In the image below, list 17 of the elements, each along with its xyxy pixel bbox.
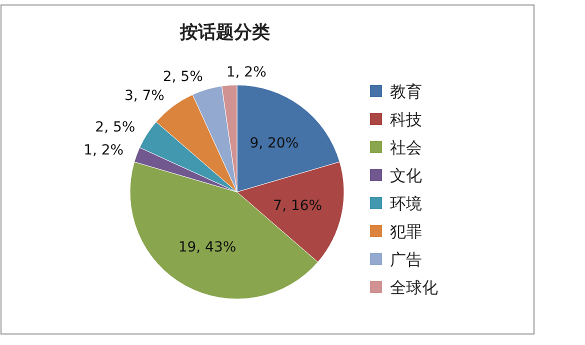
legend-label: 广告 — [390, 250, 422, 269]
legend-label: 文化 — [390, 166, 422, 185]
legend-label: 全球化 — [390, 278, 438, 297]
data-label: 9, 20% — [250, 135, 299, 152]
data-label: 7, 16% — [273, 198, 322, 214]
legend-label: 犯罪 — [390, 222, 422, 241]
legend-label: 环境 — [390, 194, 422, 213]
data-label: 2, 5% — [162, 68, 203, 85]
legend-label: 科技 — [390, 110, 422, 129]
data-label: 3, 7% — [124, 88, 164, 104]
legend-label: 社会 — [390, 138, 422, 157]
data-label: 2, 5% — [95, 120, 136, 136]
data-label: 1, 2% — [226, 64, 266, 80]
legend-label: 教育 — [390, 82, 422, 101]
data-label: 19, 43% — [178, 239, 236, 256]
chart-title: 按话题分类 — [179, 22, 270, 43]
data-label: 1, 2% — [84, 142, 124, 159]
